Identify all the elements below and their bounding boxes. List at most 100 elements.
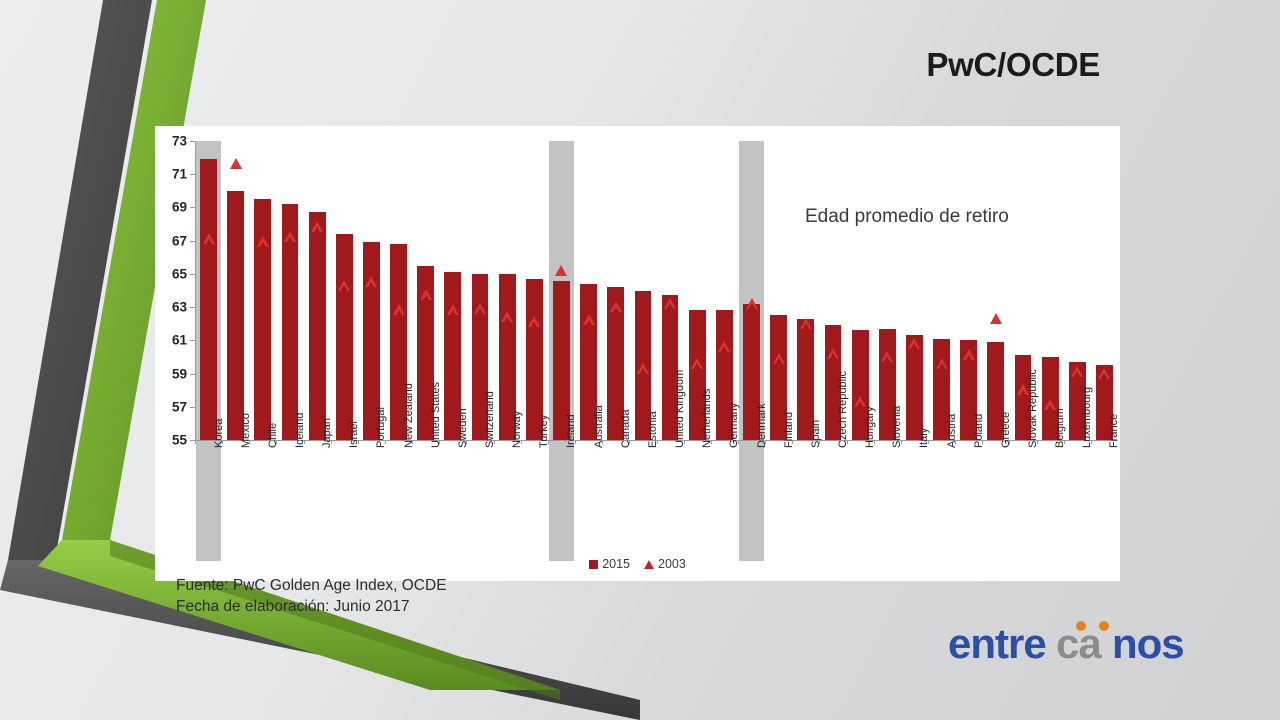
marker-2003-inner xyxy=(1018,389,1027,397)
marker-2003-inner xyxy=(883,356,892,364)
marker-2003[interactable] xyxy=(989,312,1002,324)
marker-2003-inner xyxy=(367,281,376,289)
svg-text:nos: nos xyxy=(1112,620,1184,667)
x-axis-tick xyxy=(249,440,251,444)
x-axis-tick xyxy=(493,440,495,444)
svg-text:ca: ca xyxy=(1056,620,1102,667)
legend-label: 2015 xyxy=(602,557,630,571)
x-axis-category-label: United States xyxy=(429,381,442,448)
marker-2003-inner xyxy=(421,294,430,302)
y-axis-label: 55 xyxy=(171,432,187,448)
bar-2015[interactable] xyxy=(661,295,679,440)
x-axis-tick xyxy=(656,440,658,444)
logo-dot-icon xyxy=(1099,621,1109,631)
bar-2015[interactable] xyxy=(851,330,869,440)
marker-2003-inner xyxy=(1073,371,1082,379)
marker-2003-inner xyxy=(693,363,702,371)
x-axis-tick xyxy=(466,440,468,444)
marker-2003-inner xyxy=(611,306,620,314)
x-axis-tick xyxy=(303,440,305,444)
x-axis-tick xyxy=(357,440,359,444)
marker-2003-inner xyxy=(584,319,593,327)
x-axis-tick xyxy=(873,440,875,444)
y-axis-label: 73 xyxy=(171,133,187,149)
source-note: Fuente: PwC Golden Age Index, OCDE Fecha… xyxy=(176,577,447,615)
bar-2015[interactable] xyxy=(987,341,1005,440)
bar-2015[interactable] xyxy=(1041,356,1059,440)
x-axis-tick xyxy=(765,440,767,444)
y-axis-line xyxy=(195,141,196,440)
y-axis-tick xyxy=(190,141,195,142)
bar-2015[interactable] xyxy=(607,287,625,440)
x-axis-tick xyxy=(276,440,278,444)
y-axis-tick xyxy=(190,340,195,342)
bar-2015[interactable] xyxy=(1096,365,1113,440)
y-axis-label: 71 xyxy=(171,166,187,182)
x-axis-category-label: Italy xyxy=(918,427,931,448)
bar-2015[interactable] xyxy=(417,265,435,440)
marker-2003-inner xyxy=(638,368,647,376)
marker-2003-inner xyxy=(258,241,267,249)
bar-2015[interactable] xyxy=(363,242,380,440)
marker-2003-inner xyxy=(910,343,919,351)
x-axis-tick xyxy=(737,440,739,444)
y-axis-tick xyxy=(190,373,195,375)
marker-2003-inner xyxy=(720,346,729,354)
y-axis-label: 67 xyxy=(171,233,187,249)
marker-2003-inner xyxy=(828,353,837,361)
y-axis-label: 61 xyxy=(171,332,187,348)
y-axis-label: 57 xyxy=(171,399,187,415)
marker-2003-inner xyxy=(204,238,213,246)
bar-2015[interactable] xyxy=(390,243,407,440)
bar-2015[interactable] xyxy=(281,204,299,440)
y-axis-tick xyxy=(190,240,195,242)
marker-2003-inner xyxy=(747,303,756,311)
marker-2003-inner xyxy=(1100,373,1109,381)
bar-2015[interactable] xyxy=(308,212,326,440)
bar-2015[interactable] xyxy=(227,190,245,440)
y-axis-tick xyxy=(190,273,195,275)
x-axis-tick xyxy=(222,440,224,444)
y-axis-tick xyxy=(190,307,195,309)
x-axis-tick xyxy=(927,440,929,444)
x-axis-tick xyxy=(439,440,441,444)
bar-2015[interactable] xyxy=(471,273,489,440)
x-axis-category-label: Luxembourg xyxy=(1081,386,1094,448)
bar-2015[interactable] xyxy=(797,318,815,440)
bar-2015[interactable] xyxy=(960,340,978,440)
marker-2003-inner xyxy=(340,285,349,293)
legend-item-2015: 2015 xyxy=(589,557,630,571)
y-axis-label: 65 xyxy=(171,266,187,282)
marker-2003-inner xyxy=(774,358,783,366)
marker-2003-inner xyxy=(448,309,457,317)
y-axis-tick xyxy=(190,406,195,408)
marker-2003-inner xyxy=(313,226,322,234)
marker-2003[interactable] xyxy=(555,264,568,276)
bar-2015[interactable] xyxy=(743,303,760,440)
bar-2015[interactable] xyxy=(905,335,923,440)
marker-2003-inner xyxy=(394,309,403,317)
bar-2015[interactable] xyxy=(688,310,706,440)
chart-plot-area: 55 57 59 61 63 65 67 69 71 73 Korea Mexico Chile Icel… xyxy=(155,126,1120,581)
y-axis-label: 63 xyxy=(171,299,187,315)
marker-2003-inner xyxy=(476,308,485,316)
marker-2003-inner xyxy=(503,316,512,324)
x-axis-tick xyxy=(575,440,577,444)
y-axis-label: 59 xyxy=(171,366,187,382)
x-axis-category-label: United Kingdom xyxy=(674,369,687,448)
bar-2015[interactable] xyxy=(335,234,353,440)
y-axis-tick xyxy=(190,207,195,209)
legend-label: 2003 xyxy=(658,557,686,571)
bar-2015[interactable] xyxy=(200,159,217,440)
x-axis-tick xyxy=(1009,440,1011,444)
x-axis-category-label: France xyxy=(1108,413,1121,448)
bar-2015[interactable] xyxy=(553,280,570,440)
bar-2015[interactable] xyxy=(1014,355,1032,440)
bar-2015[interactable] xyxy=(254,199,272,440)
logo-dot-icon xyxy=(1076,621,1086,631)
bar-2015[interactable] xyxy=(1068,361,1086,440)
bar-2015[interactable] xyxy=(770,315,788,440)
marker-2003[interactable] xyxy=(229,158,242,170)
x-axis-tick xyxy=(602,440,604,444)
x-axis-tick xyxy=(520,440,522,444)
